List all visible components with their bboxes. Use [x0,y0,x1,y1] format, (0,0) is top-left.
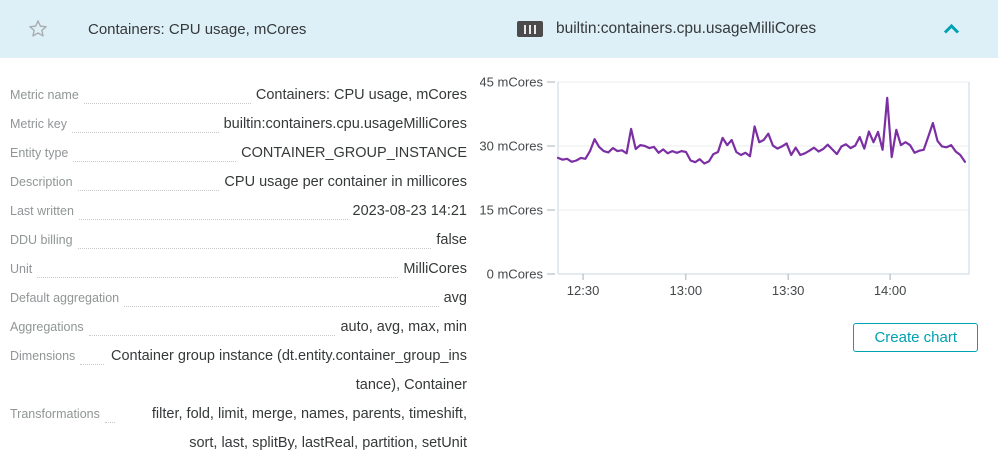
x-axis-tick-label: 13:30 [772,283,805,298]
table-row: DDU billing false [10,226,467,255]
row-label: Default aggregation [10,291,120,305]
table-row: Transformations filter, fold, limit, merg… [10,400,467,458]
dotted-leader [104,400,115,423]
create-chart-button[interactable]: Create chart [853,323,978,352]
y-axis-tick-label: 15 mCores [480,203,544,218]
table-row: Entity type CONTAINER_GROUP_INSTANCE [10,139,467,168]
chart-actions: Create chart [480,323,998,352]
row-value: 2023-08-23 14:21 [352,203,468,219]
panel-header-right: builtin:containers.cpu.usageMilliCores [480,20,998,38]
row-value: builtin:containers.cpu.usageMilliCores [223,116,467,132]
x-axis-tick-label: 14:00 [874,283,907,298]
row-label: Aggregations [10,320,84,334]
table-row: Dimensions Container group instance (dt.e… [10,342,467,400]
dotted-leader [77,226,432,249]
dotted-leader [80,342,104,365]
dotted-leader [37,255,399,278]
collapse-panel-button[interactable] [943,23,960,35]
dotted-leader [73,139,237,162]
y-axis-tick-label: 0 mCores [487,267,544,282]
dotted-leader [124,284,439,307]
panel-header: Containers: CPU usage, mCores builtin:co… [0,0,998,58]
metric-key-text: builtin:containers.cpu.usageMilliCores [556,20,817,37]
row-label: Dimensions [10,349,76,363]
row-value: filter, fold, limit, merge, names, paren… [151,406,467,451]
chevron-up-icon [943,23,960,34]
row-value: CPU usage per container in millicores [224,174,467,190]
row-value: Containers: CPU usage, mCores [255,87,467,103]
details-table: Metric name Containers: CPU usage, mCores… [0,58,480,458]
table-row: Aggregations auto, avg, max, min [10,313,467,342]
chart-column: 0 mCores 15 mCores 30 mCores 45 mCores 12:30… [480,58,998,458]
row-label: Entity type [10,146,69,160]
row-value: auto, avg, max, min [340,319,467,335]
dotted-leader [83,81,251,104]
y-axis-tick-label: 45 mCores [480,75,544,90]
x-axis-tick-label: 12:30 [567,283,600,298]
dotted-leader [71,110,219,133]
star-outline-icon [29,20,47,37]
panel-header-left: Containers: CPU usage, mCores [0,18,480,40]
row-label: Metric key [10,117,67,131]
row-label: Unit [10,262,33,276]
table-row: Metric name Containers: CPU usage, mCores [10,81,467,110]
row-value: MilliCores [403,261,467,277]
x-axis-tick-label: 13:00 [670,283,703,298]
panel-content: Metric name Containers: CPU usage, mCores… [0,58,998,458]
row-value: Container group instance (dt.entity.cont… [110,348,467,393]
cpu-usage-series-line [556,96,966,165]
panel-title: Containers: CPU usage, mCores [88,20,307,38]
table-row: Last written 2023-08-23 14:21 [10,197,467,226]
dotted-leader [88,313,336,336]
row-label: Last written [10,204,74,218]
dotted-leader [78,197,348,220]
row-value: false [436,232,467,248]
row-label: Transformations [10,407,100,421]
table-row: Default aggregation avg [10,284,467,313]
dotted-leader [77,168,220,191]
row-value: avg [443,290,467,306]
row-value: CONTAINER_GROUP_INSTANCE [241,145,467,161]
metric-chart-icon [517,21,543,37]
row-label: Description [10,175,73,189]
table-row: Metric key builtin:containers.cpu.usageMi… [10,110,467,139]
cpu-usage-line-chart: 0 mCores 15 mCores 30 mCores 45 mCores 12:30… [480,75,970,298]
table-row: Unit MilliCores [10,255,467,284]
row-label: DDU billing [10,233,73,247]
table-row: Description CPU usage per container in mi… [10,168,467,197]
favorite-star-icon[interactable] [27,18,49,40]
y-axis-tick-label: 30 mCores [480,139,544,154]
row-label: Metric name [10,88,79,102]
